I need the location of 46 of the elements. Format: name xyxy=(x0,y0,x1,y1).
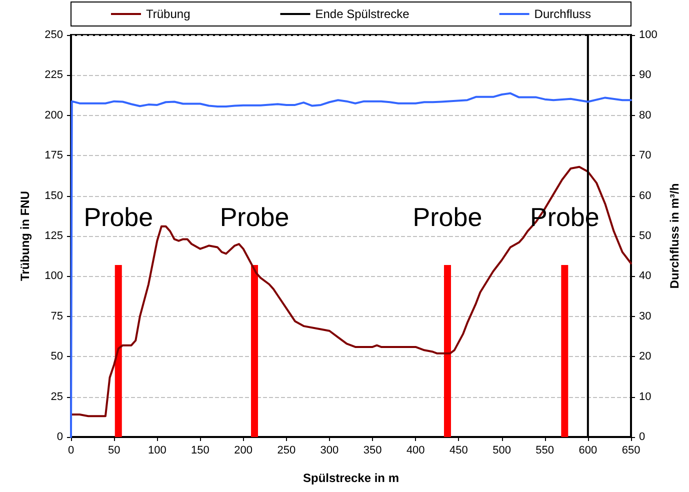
x-tick-label: 0 xyxy=(68,444,74,456)
y-tick-label: 250 xyxy=(44,29,63,41)
x-tick-label: 550 xyxy=(536,444,554,456)
legend-label: Durchfluss xyxy=(534,7,591,21)
annotation: Probe xyxy=(84,202,154,232)
y2-tick-label: 90 xyxy=(639,69,652,82)
y2-tick-label: 10 xyxy=(639,390,652,403)
y-tick-label: 75 xyxy=(50,310,63,322)
y2-tick-label: 50 xyxy=(639,230,652,242)
y2-tick-label: 100 xyxy=(639,29,658,41)
x-tick-label: 250 xyxy=(277,444,296,456)
x-tick-label: 300 xyxy=(320,444,339,456)
y2-tick-label: 80 xyxy=(639,109,652,122)
line-series xyxy=(70,166,632,418)
y-axis-title: Trübung in FNU xyxy=(18,191,32,281)
y2-tick-label: 30 xyxy=(639,310,652,322)
y2-tick-label: 60 xyxy=(639,190,652,202)
x-tick-label: 100 xyxy=(148,444,166,456)
y2-tick-label: 0 xyxy=(639,431,646,443)
y-tick-label: 50 xyxy=(50,350,63,363)
y-tick-label: 200 xyxy=(44,109,63,122)
y2-tick-label: 20 xyxy=(639,350,652,363)
legend-label: Trübung xyxy=(146,7,190,21)
y-tick-label: 225 xyxy=(44,69,63,82)
x-tick-label: 50 xyxy=(108,444,120,456)
x-tick-label: 350 xyxy=(363,444,382,456)
x-tick-label: 200 xyxy=(234,444,252,456)
y2-tick-label: 70 xyxy=(639,150,652,162)
x-tick-label: 450 xyxy=(450,444,468,456)
annotation: Probe xyxy=(220,202,290,232)
y2-axis-title: Durchfluss in m³/h xyxy=(667,183,682,289)
y-tick-label: 0 xyxy=(56,431,63,443)
y-tick-label: 25 xyxy=(50,390,63,403)
y-tick-label: 125 xyxy=(44,230,63,242)
y-tick-label: 175 xyxy=(44,150,63,162)
x-tick-label: 500 xyxy=(492,444,511,456)
annotation: Probe xyxy=(412,202,482,232)
y-tick-label: 150 xyxy=(44,190,63,202)
x-tick-label: 600 xyxy=(578,444,598,456)
y2-tick-label: 40 xyxy=(639,270,652,282)
x-tick-label: 400 xyxy=(406,444,425,456)
y-tick-label: 100 xyxy=(44,270,63,282)
x-tick-label: 150 xyxy=(191,444,210,456)
x-tick-label: 650 xyxy=(622,444,640,456)
x-axis-title: Spülstrecke in m xyxy=(302,471,400,485)
legend-label: Ende Spülstrecke xyxy=(315,7,410,21)
